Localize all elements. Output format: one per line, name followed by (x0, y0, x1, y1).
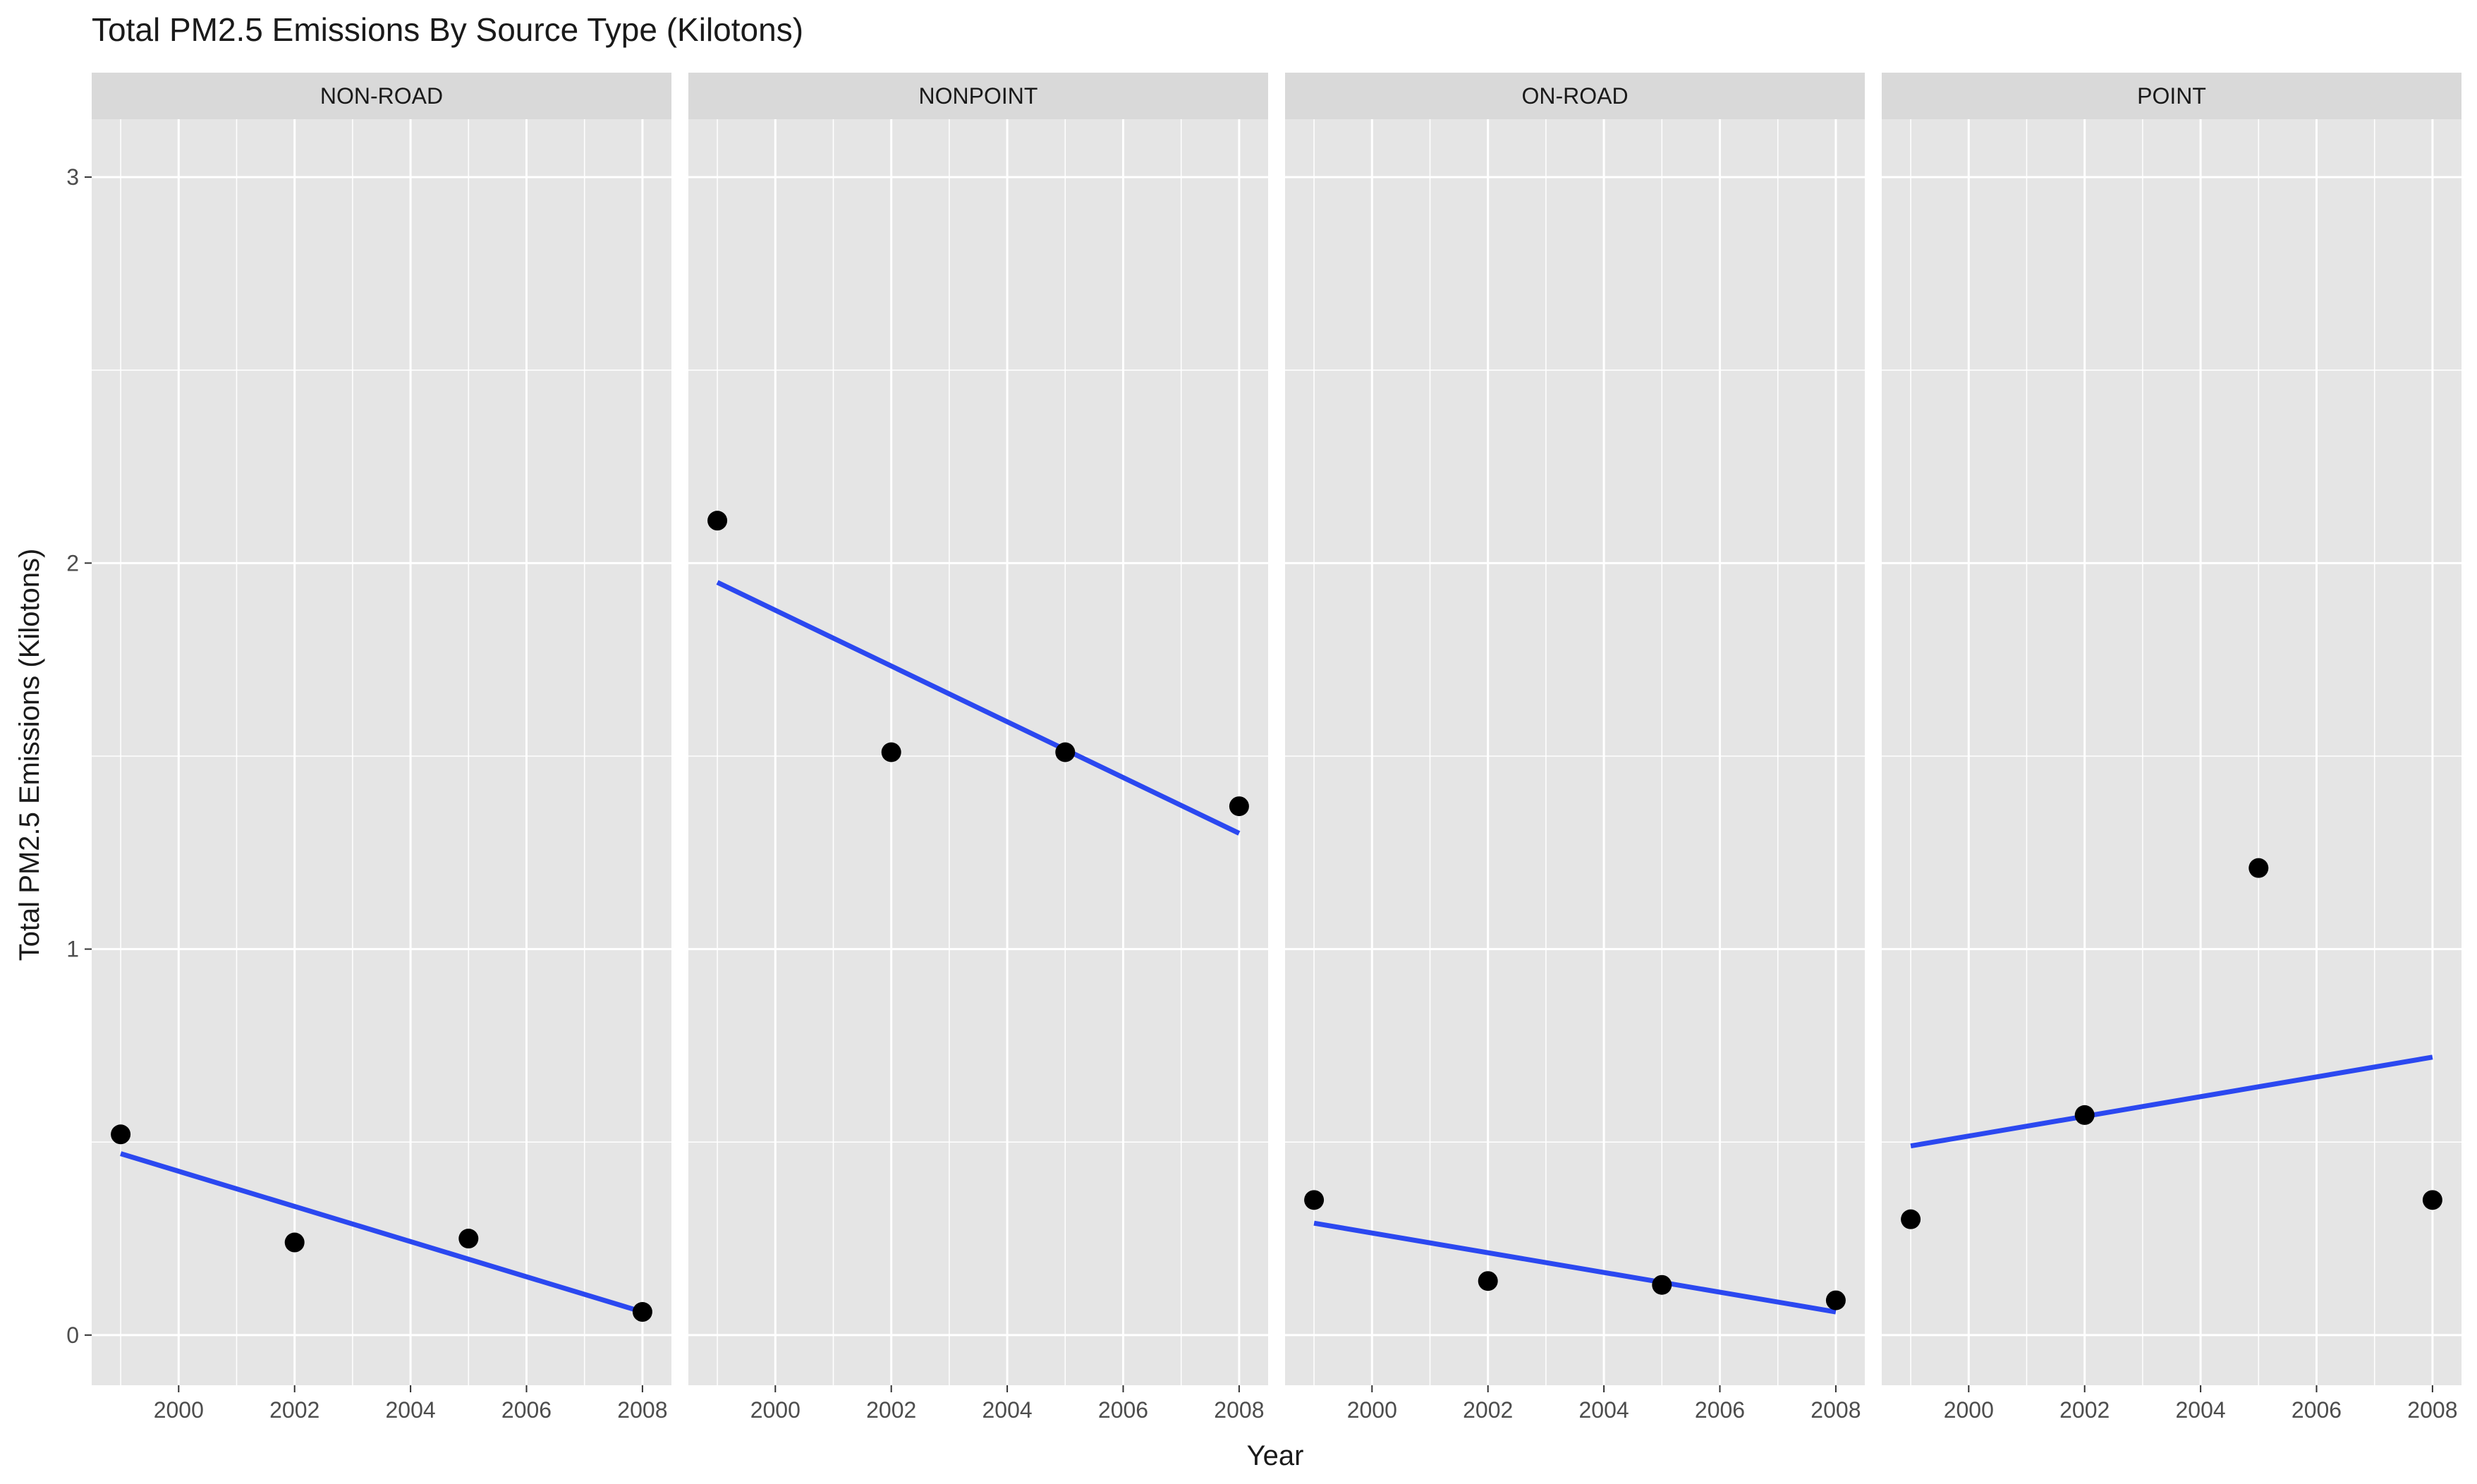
data-point (2422, 1190, 2442, 1210)
data-point (1652, 1275, 1672, 1295)
x-tick-label: 2004 (386, 1397, 436, 1423)
x-tick-label: 2006 (1695, 1397, 1745, 1423)
y-tick-label: 0 (66, 1322, 79, 1348)
x-tick-label: 2006 (2292, 1397, 2342, 1423)
facet-panel-on-road: ON-ROAD 2000 2002 2004 2006 2008 (1285, 73, 1865, 1423)
data-point (284, 1232, 305, 1253)
facet-panel-non-road: NON-ROAD 2000 2002 2004 2006 2008 (92, 73, 671, 1423)
y-tick-label: 3 (66, 164, 79, 190)
x-tick-label: 2002 (2059, 1397, 2110, 1423)
x-tick-label: 2004 (982, 1397, 1033, 1423)
data-point (1825, 1290, 1846, 1310)
data-point (458, 1229, 479, 1249)
facet-panel-nonpoint: NONPOINT 2000 2002 2004 2006 2008 (688, 73, 1268, 1423)
facet-strip (92, 73, 671, 119)
y-tick-label: 2 (66, 550, 79, 576)
trend-line (1910, 1054, 2433, 1149)
panel-background (1882, 119, 2461, 1385)
data-point (1229, 796, 1249, 817)
x-axis-title: Year (1247, 1440, 1304, 1471)
facet-strip-label: ON-ROAD (1521, 83, 1628, 109)
x-tick-label: 2002 (269, 1397, 319, 1423)
data-point (111, 1124, 131, 1145)
panel-background (1285, 119, 1865, 1385)
data-point (1478, 1271, 1498, 1291)
x-tick-label: 2000 (154, 1397, 204, 1423)
data-point (2248, 858, 2269, 878)
data-point (707, 511, 728, 531)
x-tick-label: 2004 (1579, 1397, 1629, 1423)
trend-line (716, 580, 1241, 836)
x-tick-label: 2008 (617, 1397, 667, 1423)
facet-strip (1285, 73, 1865, 119)
data-point (2074, 1105, 2095, 1125)
data-point (1055, 742, 1076, 762)
facet-strip (688, 73, 1268, 119)
facet-strip-label: POINT (2137, 83, 2206, 109)
trend-line (1313, 1220, 1837, 1315)
x-tick-label: 2002 (866, 1397, 916, 1423)
x-tick-label: 2006 (501, 1397, 552, 1423)
y-axis: 0 1 2 3 (66, 164, 92, 1348)
x-tick-label: 2000 (750, 1397, 801, 1423)
x-tick-label: 2000 (1944, 1397, 1994, 1423)
facet-panels: NON-ROAD 2000 2002 2004 2006 2008 NONPOINT 2000… (92, 73, 2461, 1423)
facet-strip (1882, 73, 2461, 119)
x-tick-label: 2000 (1347, 1397, 1397, 1423)
data-point (1304, 1190, 1325, 1210)
y-axis-title: Total PM2.5 Emissions (Kilotons) (14, 549, 45, 961)
x-tick-label: 2004 (2176, 1397, 2226, 1423)
data-point (881, 742, 901, 762)
y-tick-label: 1 (66, 937, 79, 962)
data-point (632, 1302, 652, 1322)
x-tick-label: 2002 (1463, 1397, 1513, 1423)
facet-strip-label: NONPOINT (919, 83, 1038, 109)
x-tick-label: 2008 (1214, 1397, 1264, 1423)
data-point (1901, 1209, 1921, 1229)
x-tick-label: 2008 (2407, 1397, 2457, 1423)
facet-panel-point: POINT 2000 2002 2004 2006 2008 (1882, 73, 2461, 1423)
x-tick-label: 2008 (1810, 1397, 1861, 1423)
facet-strip-label: NON-ROAD (320, 83, 443, 109)
panel-background (688, 119, 1268, 1385)
trend-line (120, 1151, 643, 1315)
x-tick-label: 2006 (1098, 1397, 1148, 1423)
chart-title: Total PM2.5 Emissions By Source Type (Ki… (92, 11, 803, 48)
